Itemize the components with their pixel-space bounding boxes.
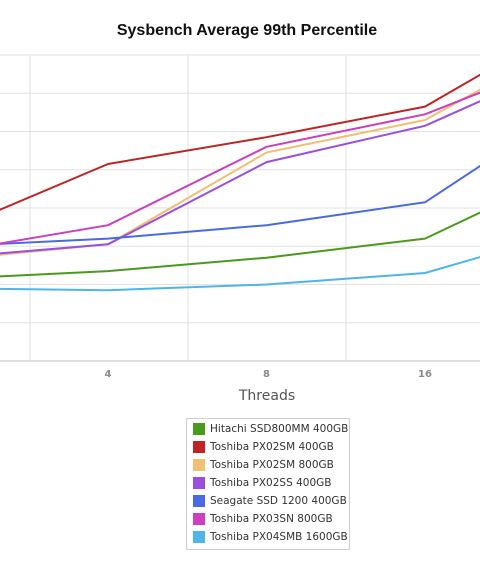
series-lines xyxy=(0,73,480,292)
series-line-4 xyxy=(0,164,480,245)
x-tick-labels: 4 8 16 xyxy=(105,369,432,380)
legend: Hitachi SSD800MM 400GB Toshiba PX02SM 400… xyxy=(186,418,350,550)
legend-swatch xyxy=(193,531,205,543)
legend-item[interactable]: Toshiba PX02SS 400GB xyxy=(187,474,349,492)
legend-item[interactable]: Toshiba PX03SN 800GB xyxy=(187,510,349,528)
series-line-1 xyxy=(0,73,480,211)
legend-swatch xyxy=(193,441,205,453)
legend-item[interactable]: Toshiba PX02SM 400GB xyxy=(187,438,349,456)
legend-label: Seagate SSD 1200 400GB xyxy=(210,495,347,507)
legend-label: Toshiba PX02SM 800GB xyxy=(210,459,334,471)
legend-swatch xyxy=(193,477,205,489)
legend-item[interactable]: Seagate SSD 1200 400GB xyxy=(187,492,349,510)
legend-label: Hitachi SSD800MM 400GB xyxy=(210,423,349,435)
legend-swatch xyxy=(193,495,205,507)
x-tick-label: 16 xyxy=(418,369,432,380)
series-line-5 xyxy=(0,91,480,245)
series-line-3 xyxy=(0,100,480,255)
legend-label: Toshiba PX04SMB 1600GB xyxy=(210,531,348,543)
legend-item[interactable]: Toshiba PX02SM 800GB xyxy=(187,456,349,474)
legend-swatch xyxy=(193,423,205,435)
legend-item[interactable]: Hitachi SSD800MM 400GB xyxy=(187,420,349,438)
series-line-0 xyxy=(0,211,480,278)
legend-label: Toshiba PX03SN 800GB xyxy=(210,513,333,525)
legend-label: Toshiba PX02SS 400GB xyxy=(210,477,332,489)
x-tick-label: 4 xyxy=(105,369,112,380)
x-tick-label: 8 xyxy=(263,369,270,380)
x-axis-title: Threads xyxy=(238,388,295,404)
legend-label: Toshiba PX02SM 400GB xyxy=(210,441,334,453)
legend-swatch xyxy=(193,459,205,471)
legend-item[interactable]: Toshiba PX04SMB 1600GB xyxy=(187,528,349,546)
grid-lines xyxy=(0,54,480,362)
chart-title: Sysbench Average 99th Percentile xyxy=(117,22,377,39)
series-line-6 xyxy=(0,256,480,292)
legend-swatch xyxy=(193,513,205,525)
